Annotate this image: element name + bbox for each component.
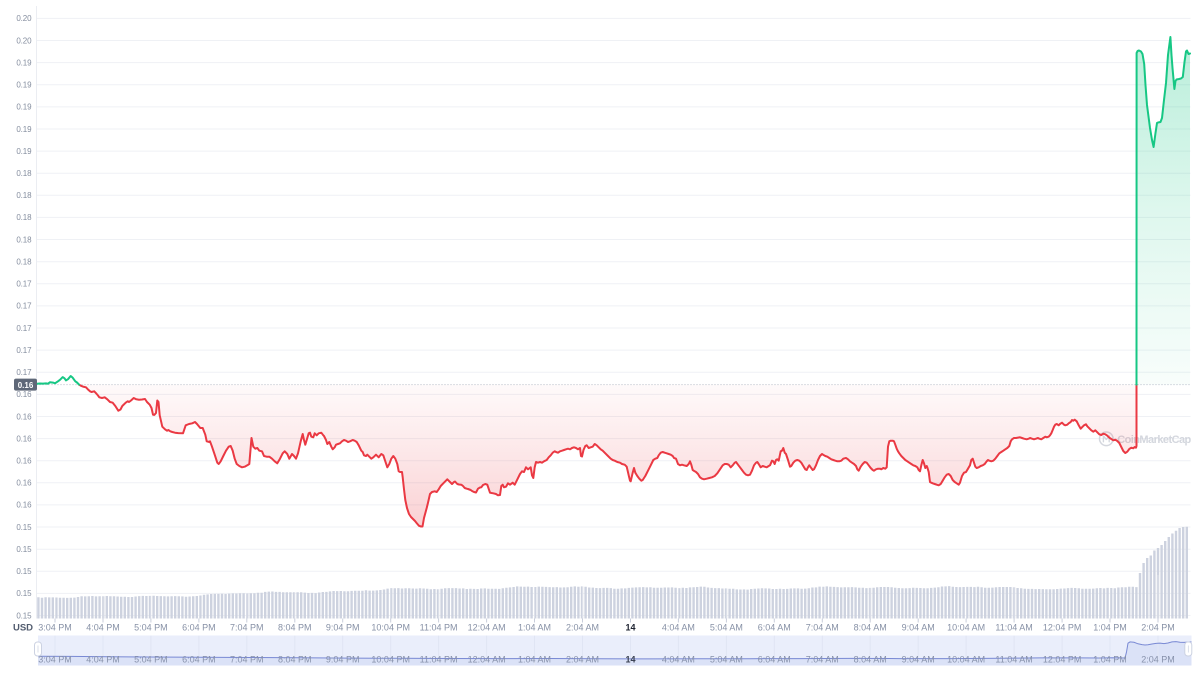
svg-text:11:04 AM: 11:04 AM [995, 654, 1032, 664]
svg-text:6:04 AM: 6:04 AM [758, 623, 791, 633]
svg-text:3:04 PM: 3:04 PM [38, 654, 72, 664]
svg-text:5:04 AM: 5:04 AM [710, 623, 743, 633]
svg-text:1:04 AM: 1:04 AM [518, 654, 551, 664]
svg-text:3:04 PM: 3:04 PM [38, 623, 72, 633]
svg-text:0.18: 0.18 [16, 235, 32, 244]
svg-text:4:04 PM: 4:04 PM [86, 623, 120, 633]
svg-text:2:04 AM: 2:04 AM [566, 623, 599, 633]
svg-text:0.15: 0.15 [16, 523, 32, 532]
svg-text:9:04 PM: 9:04 PM [326, 623, 360, 633]
svg-text:2:04 PM: 2:04 PM [1141, 623, 1175, 633]
svg-text:7:04 AM: 7:04 AM [806, 654, 839, 664]
svg-text:12:04 AM: 12:04 AM [468, 623, 506, 633]
svg-text:0.16: 0.16 [16, 457, 32, 466]
svg-text:0.16: 0.16 [16, 479, 32, 488]
svg-text:0.16: 0.16 [16, 390, 32, 399]
svg-text:7:04 AM: 7:04 AM [806, 623, 839, 633]
svg-text:0.19: 0.19 [16, 103, 32, 112]
svg-text:0.19: 0.19 [16, 125, 32, 134]
svg-text:12:04 PM: 12:04 PM [1043, 623, 1082, 633]
svg-text:0.16: 0.16 [16, 434, 32, 443]
svg-text:0.18: 0.18 [16, 258, 32, 267]
svg-text:0.19: 0.19 [16, 81, 32, 90]
svg-text:4:04 AM: 4:04 AM [662, 623, 695, 633]
svg-text:0.18: 0.18 [16, 169, 32, 178]
svg-text:7:04 PM: 7:04 PM [230, 654, 264, 664]
svg-text:0.20: 0.20 [16, 14, 32, 23]
svg-text:10:04 PM: 10:04 PM [371, 623, 410, 633]
svg-text:5:04 PM: 5:04 PM [134, 654, 168, 664]
svg-text:9:04 PM: 9:04 PM [326, 654, 360, 664]
svg-text:8:04 AM: 8:04 AM [854, 654, 887, 664]
svg-text:8:04 AM: 8:04 AM [854, 623, 887, 633]
svg-text:1:04 PM: 1:04 PM [1093, 654, 1127, 664]
svg-text:4:04 PM: 4:04 PM [86, 654, 120, 664]
svg-text:USD: USD [13, 622, 33, 633]
svg-text:11:04 AM: 11:04 AM [995, 623, 1032, 633]
svg-text:0.17: 0.17 [16, 302, 32, 311]
svg-text:9:04 AM: 9:04 AM [902, 654, 935, 664]
svg-text:8:04 PM: 8:04 PM [278, 623, 312, 633]
svg-text:4:04 AM: 4:04 AM [662, 654, 695, 664]
svg-text:6:04 PM: 6:04 PM [182, 623, 216, 633]
svg-text:0.17: 0.17 [16, 280, 32, 289]
svg-text:0.20: 0.20 [16, 36, 32, 45]
svg-text:0.16: 0.16 [16, 412, 32, 421]
svg-text:0.15: 0.15 [16, 589, 32, 598]
svg-text:5:04 PM: 5:04 PM [134, 623, 168, 633]
svg-text:6:04 AM: 6:04 AM [758, 654, 791, 664]
svg-text:0.17: 0.17 [16, 346, 32, 355]
svg-text:10:04 AM: 10:04 AM [947, 654, 985, 664]
svg-text:0.19: 0.19 [16, 147, 32, 156]
svg-text:11:04 PM: 11:04 PM [420, 623, 458, 633]
svg-text:14: 14 [625, 654, 635, 664]
svg-text:5:04 AM: 5:04 AM [710, 654, 743, 664]
svg-text:0.17: 0.17 [16, 324, 32, 333]
svg-text:1:04 AM: 1:04 AM [518, 623, 551, 633]
svg-text:0.18: 0.18 [16, 213, 32, 222]
svg-text:0.16: 0.16 [16, 501, 32, 510]
svg-text:0.18: 0.18 [16, 191, 32, 200]
svg-text:10:04 PM: 10:04 PM [371, 654, 410, 664]
svg-text:6:04 PM: 6:04 PM [182, 654, 216, 664]
svg-text:0.17: 0.17 [16, 368, 32, 377]
svg-text:2:04 PM: 2:04 PM [1141, 654, 1175, 664]
svg-text:9:04 AM: 9:04 AM [902, 623, 935, 633]
svg-text:7:04 PM: 7:04 PM [230, 623, 264, 633]
svg-text:10:04 AM: 10:04 AM [947, 623, 985, 633]
svg-text:12:04 PM: 12:04 PM [1043, 654, 1082, 664]
svg-text:0.19: 0.19 [16, 58, 32, 67]
svg-text:11:04 PM: 11:04 PM [420, 654, 458, 664]
svg-text:8:04 PM: 8:04 PM [278, 654, 312, 664]
svg-text:0.16: 0.16 [18, 381, 34, 390]
svg-text:14: 14 [625, 623, 635, 633]
svg-text:0.15: 0.15 [16, 545, 32, 554]
svg-text:0.15: 0.15 [16, 567, 32, 576]
svg-text:0.15: 0.15 [16, 611, 32, 620]
svg-text:2:04 AM: 2:04 AM [566, 654, 599, 664]
svg-text:12:04 AM: 12:04 AM [468, 654, 506, 664]
svg-text:1:04 PM: 1:04 PM [1093, 623, 1127, 633]
